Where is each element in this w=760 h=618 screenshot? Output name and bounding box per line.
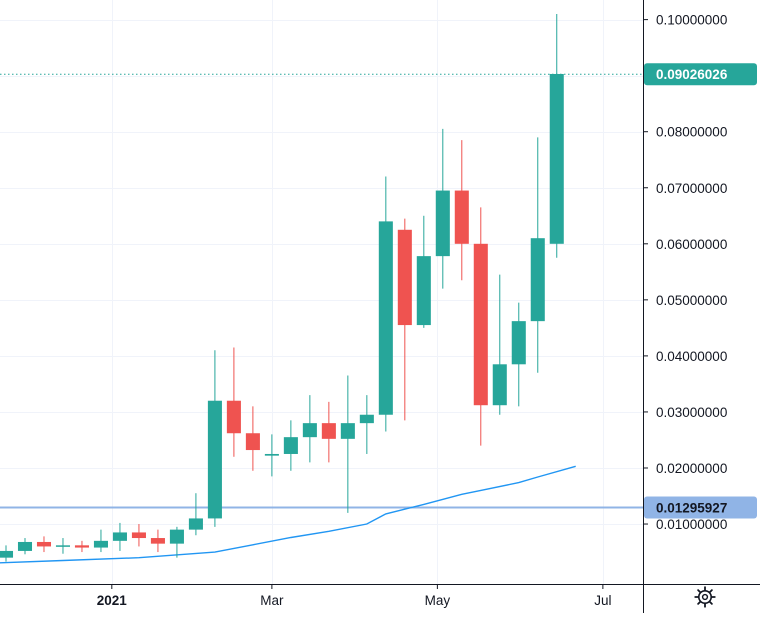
candle-body [473, 243, 488, 406]
candle-up [264, 434, 279, 477]
candle-up [435, 128, 450, 289]
candle-body [511, 321, 526, 365]
gear-teeth [694, 586, 716, 608]
candle-up [93, 529, 108, 553]
candle-body [226, 400, 241, 434]
time-tick-label: Mar [260, 593, 284, 608]
price-series [0, 14, 643, 564]
candle-down [150, 529, 165, 553]
candle-body [321, 423, 336, 439]
candle-body [283, 437, 298, 454]
candle-up [17, 538, 33, 555]
candle-down [226, 347, 241, 457]
candle-up [112, 522, 127, 551]
candle-up [302, 395, 317, 463]
current-price-badge-background [644, 63, 757, 86]
candle-body [435, 190, 450, 257]
candle-up [169, 526, 184, 558]
candle-up [359, 395, 374, 454]
candle-up [511, 302, 526, 407]
candle-body [74, 545, 89, 548]
candle-down [397, 218, 412, 421]
candle-body [302, 423, 317, 438]
candle-body [245, 433, 260, 451]
candle-up [378, 176, 393, 432]
horizontal-line-badge-background [644, 496, 757, 519]
candle-body [169, 529, 184, 544]
candle-up [416, 215, 431, 328]
price-tick-label: 0.03000000 [656, 405, 727, 420]
candle-up [283, 420, 298, 471]
candle-body [340, 423, 355, 439]
candle-body [207, 400, 222, 519]
candle-up [207, 350, 222, 527]
candle-up [549, 14, 564, 258]
candle-down [473, 207, 488, 446]
candle-down [74, 540, 89, 553]
candle-up [188, 493, 203, 536]
current-price-badge: 0.09026026 [656, 67, 728, 82]
price-tick-label: 0.08000000 [656, 125, 727, 140]
candle-down [36, 536, 52, 553]
price-tick-label: 0.04000000 [656, 349, 727, 364]
time-tick-label: 2021 [97, 593, 128, 608]
candle-body [0, 550, 14, 558]
candle-body [150, 538, 165, 544]
candle-up [492, 274, 507, 415]
candle-body [36, 541, 52, 547]
price-badges: 0.09026026 0.01295927 [644, 63, 757, 519]
price-tick-label: 0.07000000 [656, 181, 727, 196]
candle-body [378, 221, 393, 415]
price-tick-label: 0.06000000 [656, 237, 727, 252]
candle-down [131, 524, 146, 547]
candle-body [359, 414, 374, 424]
grid [0, 0, 643, 584]
price-tick-label: 0.02000000 [656, 461, 727, 476]
candle-body [112, 532, 127, 541]
price-tick-label: 0.05000000 [656, 293, 727, 308]
candle-up [55, 538, 71, 554]
price-tick-label: 0.10000000 [656, 13, 727, 28]
candle-body [264, 453, 279, 456]
time-tick-label: May [425, 593, 451, 608]
horizontal-line-badge: 0.01295927 [656, 500, 727, 515]
candle-down [321, 401, 336, 463]
candle-up [340, 375, 355, 513]
price-tick-label: 0.01000000 [656, 517, 727, 532]
candle-body [492, 364, 507, 406]
candle-body [530, 238, 545, 322]
candle-body [549, 73, 564, 244]
candle-up [0, 545, 14, 562]
candle-body [188, 518, 203, 530]
gear-icon[interactable] [694, 586, 716, 608]
candle-body [454, 190, 469, 244]
candle-body [55, 545, 71, 547]
time-tick-label: Jul [594, 593, 611, 608]
candle-up [530, 137, 545, 373]
candle-body [93, 540, 108, 548]
candle-down [454, 140, 469, 281]
candle-body [17, 541, 33, 551]
candle-body [416, 256, 431, 326]
moving-average-line [0, 465, 576, 564]
candle-body [397, 229, 412, 326]
candle-body [131, 532, 146, 539]
candle-down [245, 406, 260, 471]
